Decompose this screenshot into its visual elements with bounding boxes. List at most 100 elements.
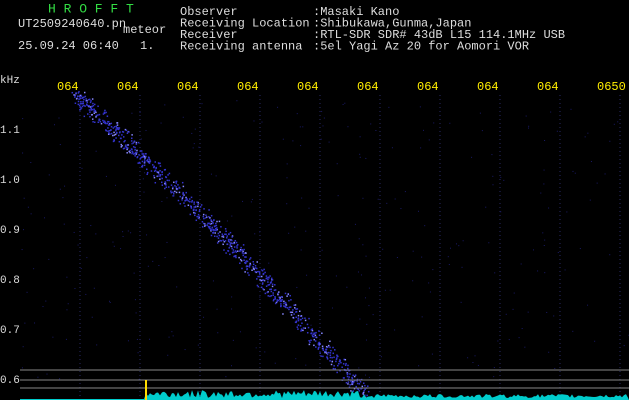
meteor-dot — [276, 299, 279, 301]
meteor-dot — [121, 144, 123, 147]
meteor-dot — [326, 358, 329, 360]
meteor-dot — [233, 242, 236, 245]
noise-dot — [46, 373, 48, 375]
noise-dot — [505, 313, 507, 315]
noise-dot — [37, 376, 39, 378]
meteor-dot — [153, 170, 156, 172]
meteor-dot — [116, 126, 118, 129]
noise-dot — [421, 256, 423, 258]
meteor-dot — [81, 97, 83, 99]
x-label: 064 — [537, 80, 559, 94]
meteor-dot — [232, 242, 234, 245]
meteor-dot — [110, 126, 113, 128]
meteor-dot — [344, 364, 347, 366]
meteor-dot — [245, 260, 248, 262]
meteor-dot — [295, 316, 298, 319]
meteor-dot — [364, 394, 366, 396]
meteor-dot — [189, 205, 192, 207]
meteor-dot — [242, 250, 244, 253]
meteor-dot — [330, 363, 333, 366]
noise-dot — [251, 198, 253, 200]
meteor-dot — [325, 348, 328, 351]
meteor-dot — [288, 308, 290, 311]
meteor-dot — [74, 96, 76, 98]
meteor-dot — [129, 149, 131, 152]
noise-dot — [95, 150, 97, 152]
noise-dot — [302, 126, 304, 128]
meteor-dot — [91, 98, 94, 100]
noise-dot — [500, 211, 502, 213]
meteor-dot — [82, 100, 84, 103]
meteor-dot — [91, 118, 94, 120]
noise-dot — [212, 280, 214, 282]
meteor-dot — [115, 125, 117, 128]
meteor-dot — [276, 300, 279, 303]
meteor-dot — [105, 122, 107, 125]
noise-dot — [472, 361, 474, 363]
meteor-dot — [311, 335, 314, 338]
meteor-dot — [299, 318, 302, 321]
noise-dot — [254, 233, 256, 235]
noise-dot — [532, 249, 534, 251]
meteor-dot — [195, 219, 198, 222]
meteor-dot — [347, 383, 349, 385]
meteor-dot — [266, 277, 268, 279]
meteor-dot — [288, 299, 290, 302]
meteor-dot — [366, 394, 368, 397]
meteor-dot — [78, 98, 80, 100]
meteor-dot — [280, 303, 282, 305]
x-label: 064 — [177, 80, 199, 94]
meteor-dot — [318, 343, 321, 345]
meteor-dot — [286, 307, 289, 309]
noise-dot — [114, 184, 116, 186]
meteor-dot — [195, 205, 197, 208]
x-label: 064 — [237, 80, 259, 94]
meteor-dot — [243, 252, 245, 255]
noise-dot — [474, 355, 476, 357]
meteor-dot — [292, 309, 294, 311]
meteor-dot — [168, 186, 170, 188]
meteor-dot — [225, 233, 227, 236]
meteor-dot — [165, 186, 168, 188]
meteor-dot — [269, 295, 271, 298]
meteor-dot — [293, 313, 295, 315]
meteor-dot — [222, 234, 224, 237]
meteor-dot — [333, 365, 335, 367]
meteor-dot — [135, 153, 138, 155]
meteor-dot — [289, 306, 292, 308]
noise-dot — [589, 199, 591, 201]
meteor-dot — [183, 202, 185, 204]
noise-dot — [337, 195, 339, 197]
meteor-dot — [182, 191, 184, 194]
meteor-dot — [354, 379, 356, 382]
meteor-dot — [327, 351, 330, 354]
meteor-dot — [219, 239, 221, 242]
noise-dot — [331, 307, 333, 309]
meteor-dot — [108, 124, 111, 126]
meteor-dot — [252, 261, 254, 263]
meteor-dot — [106, 122, 109, 125]
meteor-dot — [213, 229, 215, 232]
meteor-dot — [301, 322, 303, 324]
meteor-dot — [232, 249, 235, 251]
meteor-dot — [280, 295, 283, 298]
meteor-dot — [256, 261, 258, 263]
meteor-dot — [193, 208, 195, 211]
noise-dot — [86, 257, 88, 259]
meteor-dot — [87, 104, 89, 107]
x-label: 064 — [57, 80, 79, 94]
meteor-dot — [107, 127, 109, 129]
meteor-dot — [137, 162, 139, 164]
noise-dot — [370, 123, 372, 125]
meteor-dot — [86, 104, 88, 106]
meteor-dot — [79, 106, 81, 108]
meteor-dot — [103, 112, 106, 115]
meteor-dot — [97, 121, 100, 124]
meteor-dot — [159, 162, 161, 165]
noise-dot — [120, 248, 122, 250]
meteor-dot — [275, 301, 278, 304]
noise-dot — [225, 376, 227, 378]
noise-dot — [481, 130, 483, 132]
meteor-dot — [252, 266, 254, 268]
meteor-dot — [258, 270, 260, 273]
